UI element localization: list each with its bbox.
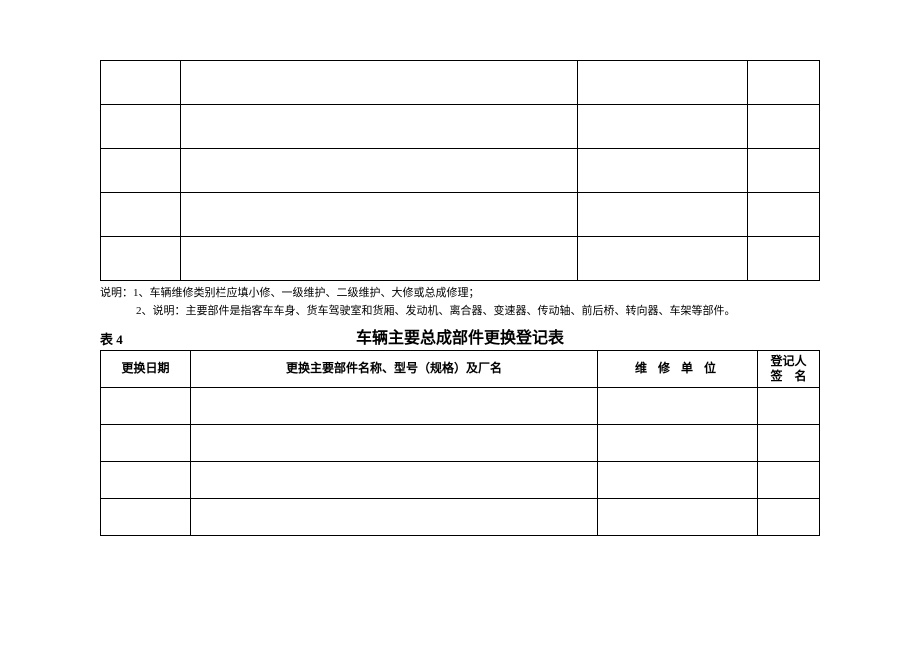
col-header-part: 更换主要部件名称、型号（规格）及厂名 xyxy=(191,351,598,388)
col-header-date: 更换日期 xyxy=(101,351,191,388)
table-row xyxy=(101,388,820,425)
table-row xyxy=(101,193,820,237)
table-number-label: 表 4 xyxy=(100,329,123,348)
table-row xyxy=(101,499,820,536)
col-header-sign-line2: 签 名 xyxy=(770,369,806,383)
page-content: 说明：1、车辆维修类别栏应填小修、一级维护、二级维护、大修或总成修理； 2、说明… xyxy=(0,0,920,536)
note-1-text: 1、车辆维修类别栏应填小修、一级维护、二级维护、大修或总成修理； xyxy=(133,287,480,299)
note-line-1: 说明：1、车辆维修类别栏应填小修、一级维护、二级维护、大修或总成修理； xyxy=(100,285,820,303)
table-row xyxy=(101,462,820,499)
table-row xyxy=(101,61,820,105)
note-line-2: 2、说明：主要部件是指客车车身、货车驾驶室和货厢、发动机、离合器、变速器、传动轴… xyxy=(100,303,820,321)
notes-prefix: 说明： xyxy=(100,287,133,299)
table-title-row: 车辆主要总成部件更换登记表 表 4 xyxy=(100,326,820,348)
col-header-sign-line1: 登记人 xyxy=(770,354,806,368)
replacement-register-table: 更换日期 更换主要部件名称、型号（规格）及厂名 维 修 单 位 登记人 签 名 xyxy=(100,350,820,536)
table-row xyxy=(101,149,820,193)
notes-block: 说明：1、车辆维修类别栏应填小修、一级维护、二级维护、大修或总成修理； 2、说明… xyxy=(100,285,820,320)
main-title: 车辆主要总成部件更换登记表 xyxy=(100,324,820,348)
table-row xyxy=(101,237,820,281)
upper-empty-table xyxy=(100,60,820,281)
table-row xyxy=(101,105,820,149)
col-header-unit-text: 维 修 单 位 xyxy=(635,361,720,375)
table-header-row: 更换日期 更换主要部件名称、型号（规格）及厂名 维 修 单 位 登记人 签 名 xyxy=(101,351,820,388)
col-header-unit: 维 修 单 位 xyxy=(598,351,758,388)
note-2-text: 2、说明：主要部件是指客车车身、货车驾驶室和货厢、发动机、离合器、变速器、传动轴… xyxy=(136,305,736,317)
col-header-sign: 登记人 签 名 xyxy=(758,351,820,388)
table-row xyxy=(101,425,820,462)
